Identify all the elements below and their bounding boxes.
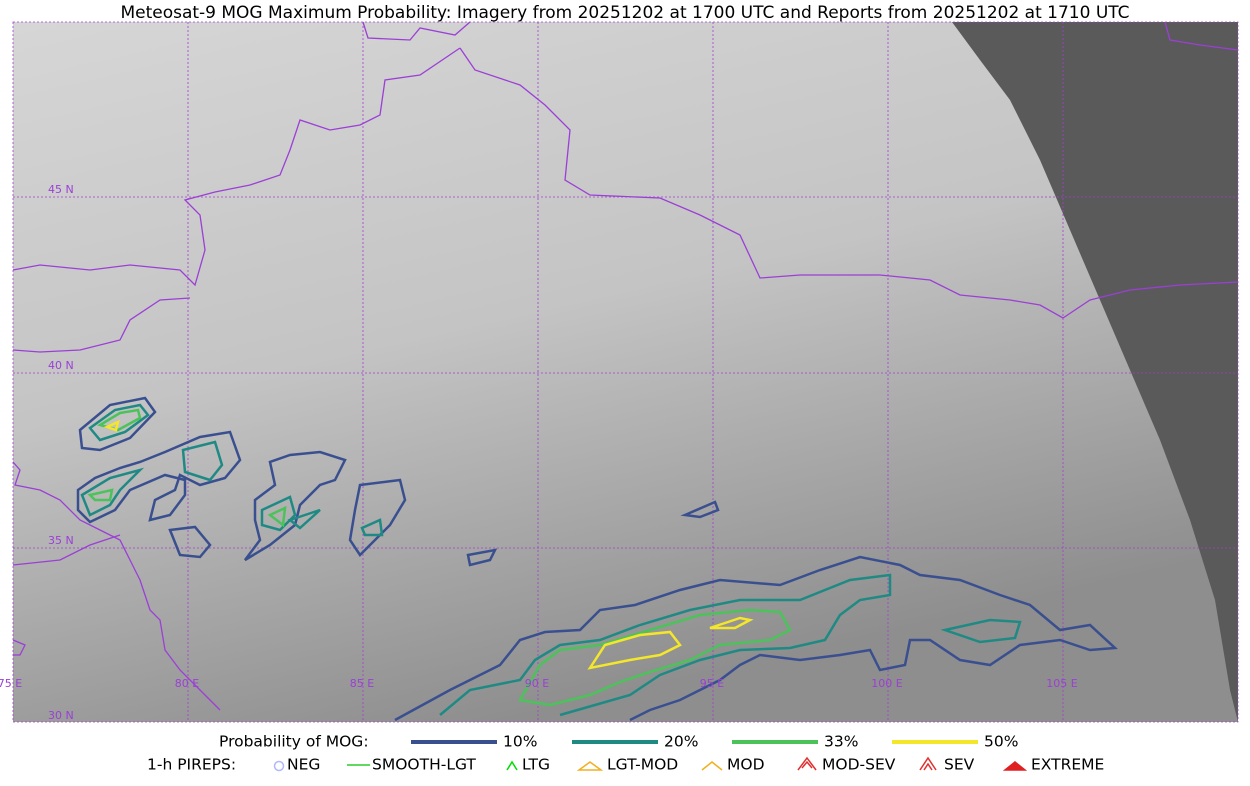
map-frame	[12, 21, 1239, 723]
legend-label: 10%	[503, 733, 537, 751]
legend-label: EXTREME	[1031, 756, 1104, 774]
borders	[12, 21, 1239, 711]
legend-title: 1-h PIREPS:	[147, 756, 236, 774]
lon-label: 90 E	[525, 677, 549, 690]
legend-label: MOD	[727, 756, 765, 774]
mod-icon	[701, 761, 723, 771]
lon-label: 85 E	[350, 677, 374, 690]
legend-title: Probability of MOG:	[219, 733, 369, 751]
legend-label: LTG	[522, 756, 550, 774]
grid	[12, 21, 1239, 723]
legend-label: 50%	[984, 733, 1018, 751]
lon-label: 105 E	[1046, 677, 1077, 690]
legend-label: SEV	[944, 756, 975, 774]
probability-contours	[76, 396, 1118, 722]
legend-label: 33%	[824, 733, 858, 751]
pirep-icons	[273, 756, 1028, 772]
legend-label: SMOOTH-LGT	[372, 756, 476, 774]
legend-label: NEG	[287, 756, 320, 774]
legend-label: 20%	[664, 733, 698, 751]
legend: Probability of MOG: 1-h PIREPS:	[147, 733, 1028, 774]
extreme-icon	[1002, 761, 1028, 771]
lat-label: 35 N	[48, 534, 74, 547]
lat-label: 45 N	[48, 183, 74, 196]
lat-label: 40 N	[48, 359, 74, 372]
legend-label: MOD-SEV	[822, 756, 896, 774]
lon-label: 75 E	[0, 677, 22, 690]
lon-label: 100 E	[871, 677, 902, 690]
lon-label: 95 E	[700, 677, 724, 690]
sev-icon	[919, 756, 937, 771]
mod-sev-icon	[797, 756, 817, 771]
title: Meteosat-9 MOG Maximum Probability: Imag…	[120, 3, 1129, 23]
lon-label: 80 E	[175, 677, 199, 690]
neg-icon	[273, 760, 285, 772]
legend-label: LGT-MOD	[607, 756, 678, 774]
ltg-icon	[506, 760, 518, 771]
lat-label: 30 N	[48, 709, 74, 722]
lgt-mod-icon	[576, 761, 604, 771]
